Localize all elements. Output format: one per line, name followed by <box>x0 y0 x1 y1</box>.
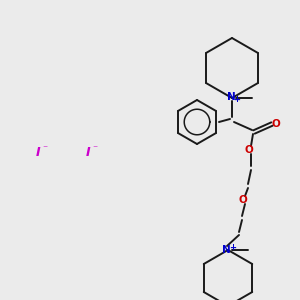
Text: O: O <box>272 119 280 129</box>
Text: O: O <box>244 145 253 155</box>
Text: I: I <box>86 146 90 158</box>
Text: +: + <box>230 242 236 251</box>
Text: O: O <box>238 195 247 205</box>
Text: I: I <box>36 146 40 158</box>
Text: ⁻: ⁻ <box>42 144 48 154</box>
Text: ⁻: ⁻ <box>92 144 98 154</box>
Text: N: N <box>222 245 230 255</box>
Text: N: N <box>226 92 236 102</box>
Text: +: + <box>233 95 241 104</box>
